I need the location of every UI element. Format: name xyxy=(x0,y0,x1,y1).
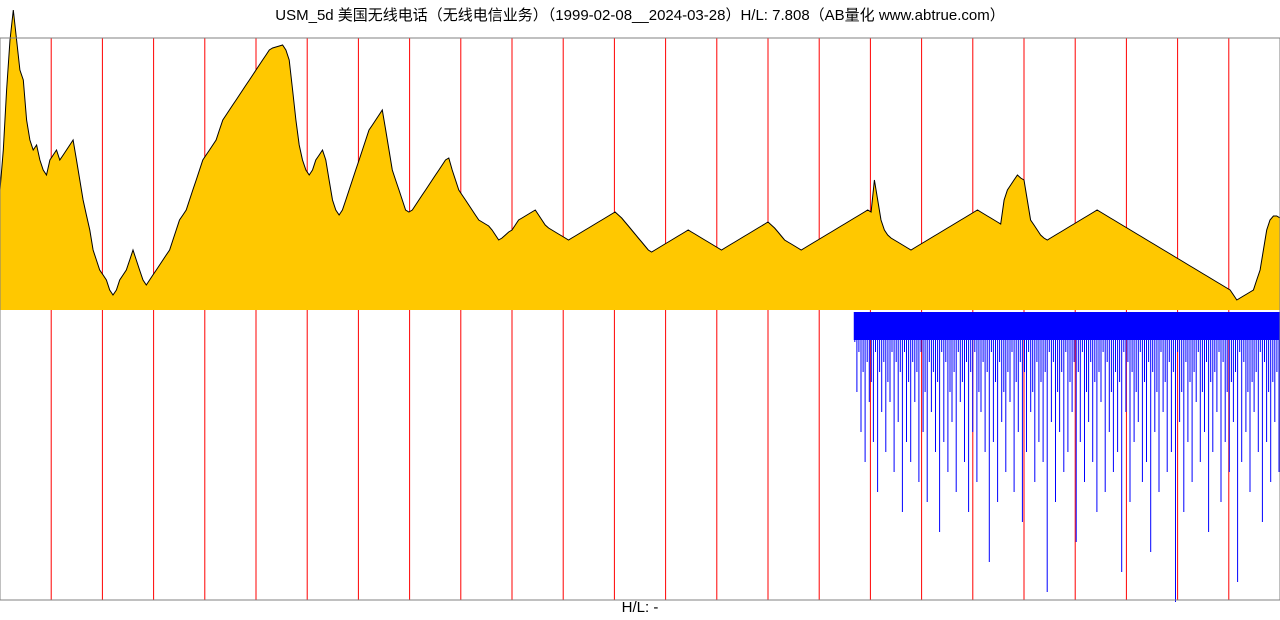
price-area xyxy=(0,10,1280,310)
spike-base-block xyxy=(854,312,1280,340)
bottom-hl-label: H/L: - xyxy=(0,599,1280,616)
price-chart xyxy=(0,0,1280,620)
